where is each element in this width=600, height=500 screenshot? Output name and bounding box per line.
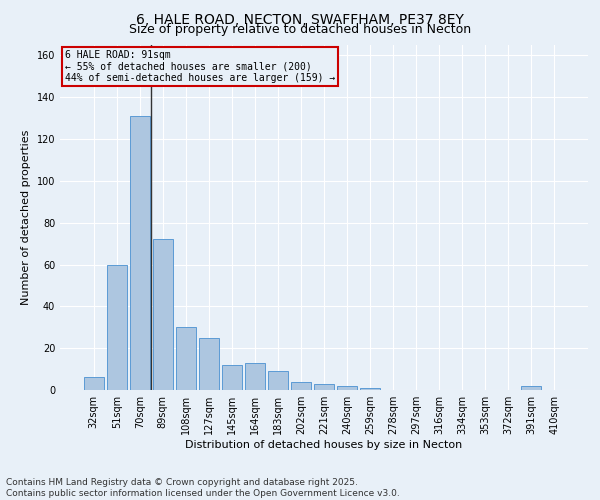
Text: 6 HALE ROAD: 91sqm
← 55% of detached houses are smaller (200)
44% of semi-detach: 6 HALE ROAD: 91sqm ← 55% of detached hou… <box>65 50 335 84</box>
Bar <box>360 388 380 390</box>
Bar <box>314 384 334 390</box>
Bar <box>268 371 288 390</box>
Y-axis label: Number of detached properties: Number of detached properties <box>21 130 31 305</box>
Bar <box>521 386 541 390</box>
X-axis label: Distribution of detached houses by size in Necton: Distribution of detached houses by size … <box>185 440 463 450</box>
Bar <box>176 328 196 390</box>
Bar <box>337 386 357 390</box>
Text: Contains HM Land Registry data © Crown copyright and database right 2025.
Contai: Contains HM Land Registry data © Crown c… <box>6 478 400 498</box>
Bar <box>245 363 265 390</box>
Text: 6, HALE ROAD, NECTON, SWAFFHAM, PE37 8EY: 6, HALE ROAD, NECTON, SWAFFHAM, PE37 8EY <box>136 12 464 26</box>
Bar <box>153 240 173 390</box>
Bar <box>222 365 242 390</box>
Bar <box>84 378 104 390</box>
Bar <box>130 116 149 390</box>
Bar <box>291 382 311 390</box>
Text: Size of property relative to detached houses in Necton: Size of property relative to detached ho… <box>129 22 471 36</box>
Bar <box>199 338 218 390</box>
Bar <box>107 264 127 390</box>
